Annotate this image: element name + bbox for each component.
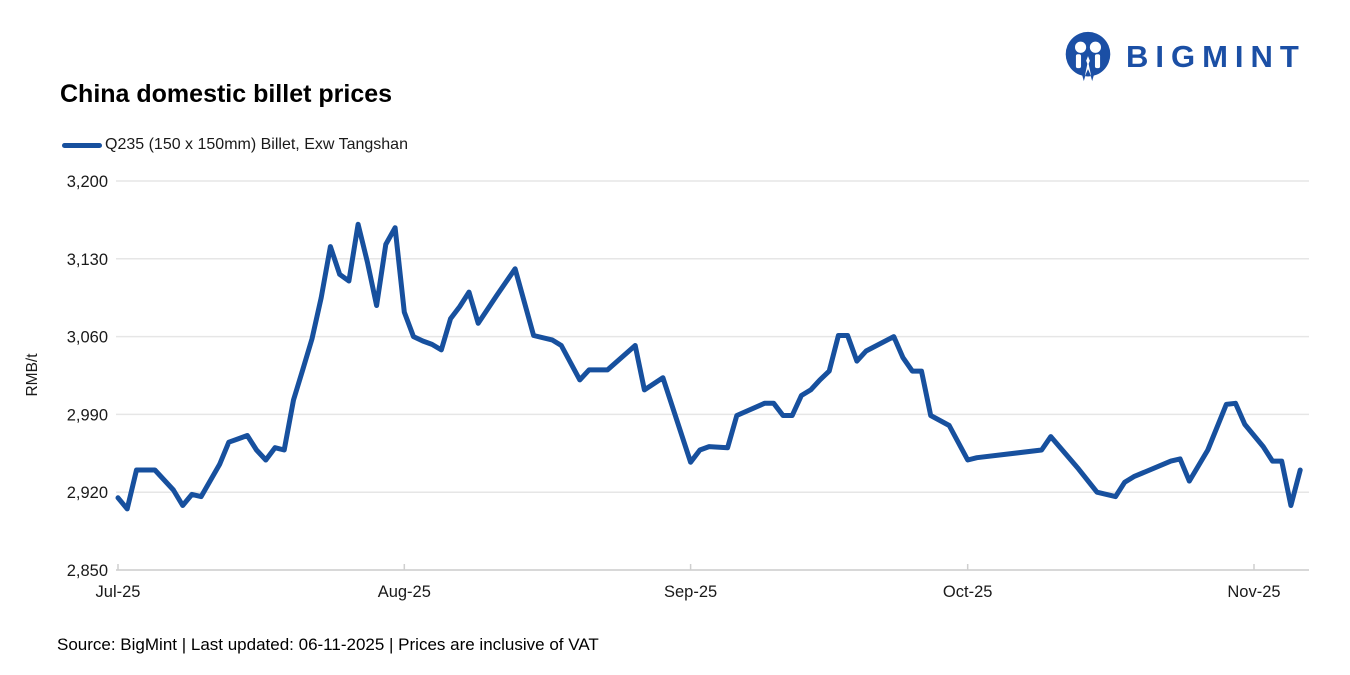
bigmint-logo-text: BIGMINT [1126, 39, 1306, 74]
y-axis-tick-label: 2,990 [67, 406, 108, 424]
price-series-line [115, 221, 1303, 512]
x-axis-tick-label: Sep-25 [664, 583, 717, 601]
x-axis-labels: Jul-25 Aug-25 Sep-25 Oct-25 Nov-25 [96, 583, 1281, 601]
y-axis-labels: 3,200 3,130 3,060 2,990 2,920 2,850 [67, 173, 108, 580]
source-note: Source: BigMint | Last updated: 06-11-20… [57, 635, 599, 654]
x-axis-tick-label: Nov-25 [1227, 583, 1280, 601]
legend-line-swatch [62, 142, 102, 148]
y-axis-tick-label: 2,850 [67, 562, 108, 580]
bigmint-logo-icon [1065, 31, 1111, 82]
legend-series-label: Q235 (150 x 150mm) Billet, Exw Tangshan [105, 136, 408, 153]
bigmint-logo: BIGMINT [1062, 30, 1306, 84]
chart-title: China domestic billet prices [60, 80, 393, 108]
y-axis-tick-label: 3,200 [67, 173, 108, 191]
y-axis-tick-label: 2,920 [67, 484, 108, 502]
x-axis-tick-label: Aug-25 [378, 583, 431, 601]
x-axis-tick-label: Jul-25 [96, 583, 141, 601]
chart-legend[interactable]: Q235 (150 x 150mm) Billet, Exw Tangshan [62, 136, 408, 154]
x-axis-ticks [117, 564, 1255, 570]
y-axis-title: RMB/t [24, 353, 41, 397]
y-axis-tick-label: 3,130 [67, 251, 108, 269]
x-axis-tick-label: Oct-25 [943, 583, 993, 601]
y-axis-tick-label: 3,060 [67, 329, 108, 347]
gridlines [116, 180, 1309, 571]
